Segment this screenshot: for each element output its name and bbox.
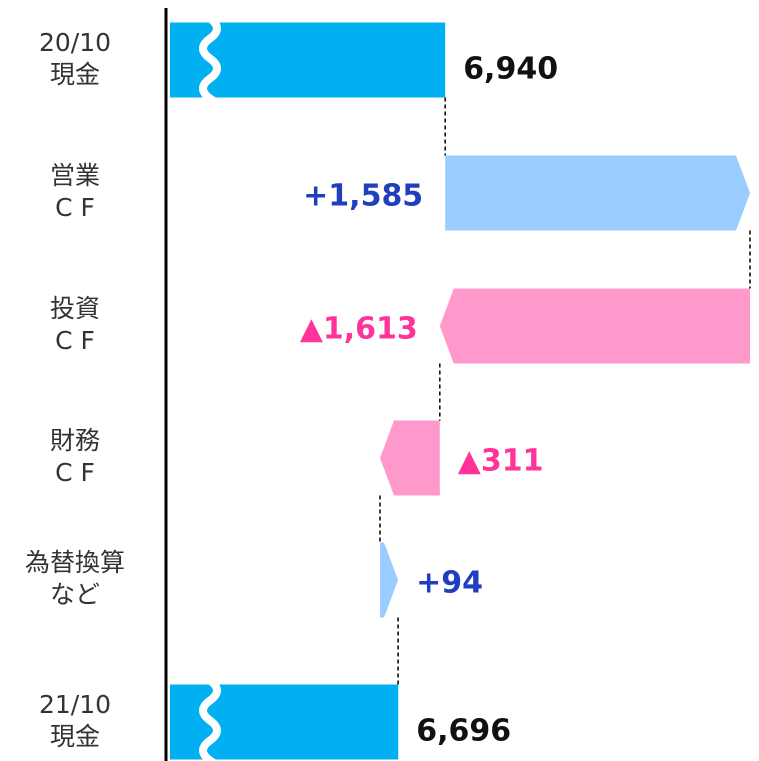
category-line: C F	[55, 193, 95, 222]
category-line: など	[50, 580, 100, 609]
category-line: 営業	[50, 161, 100, 190]
category-line: 現金	[50, 722, 100, 751]
value-label: ▲1,613	[300, 312, 418, 347]
category-line: C F	[55, 326, 95, 355]
category-label: 為替換算など	[25, 548, 125, 609]
category-line: 投資	[50, 294, 100, 323]
category-label: 21/10 現金	[39, 690, 111, 751]
value-label: ▲311	[458, 444, 544, 479]
axis-break	[199, 15, 221, 107]
category-text: 投資 C F	[50, 294, 100, 355]
category-text: 営業 C F	[50, 161, 100, 222]
bar	[380, 420, 440, 496]
category-label: 投資 C F	[50, 294, 100, 355]
category-line: C F	[55, 458, 95, 487]
category-text: 為替換算など	[25, 548, 125, 609]
value-label: 6,696	[416, 714, 511, 749]
bar	[439, 288, 750, 364]
category-text: 21/10 現金	[39, 690, 111, 751]
bar	[445, 155, 750, 231]
category-label: 営業 C F	[50, 161, 100, 222]
category-line: 現金	[50, 60, 100, 89]
category-line: 20/10	[39, 28, 111, 57]
axis-break	[199, 677, 221, 761]
category-line: 21/10	[39, 690, 111, 719]
bar	[380, 542, 399, 618]
category-text: 財務 C F	[50, 426, 100, 487]
value-label: +94	[416, 566, 483, 601]
value-label: +1,585	[303, 179, 423, 214]
category-text: 20/10 現金	[39, 28, 111, 89]
category-label: 財務 C F	[50, 426, 100, 487]
category-line: 財務	[50, 426, 100, 455]
category-label: 20/10 現金	[39, 28, 111, 89]
category-line: 為替換算	[25, 548, 125, 577]
value-label: 6,940	[463, 52, 558, 87]
